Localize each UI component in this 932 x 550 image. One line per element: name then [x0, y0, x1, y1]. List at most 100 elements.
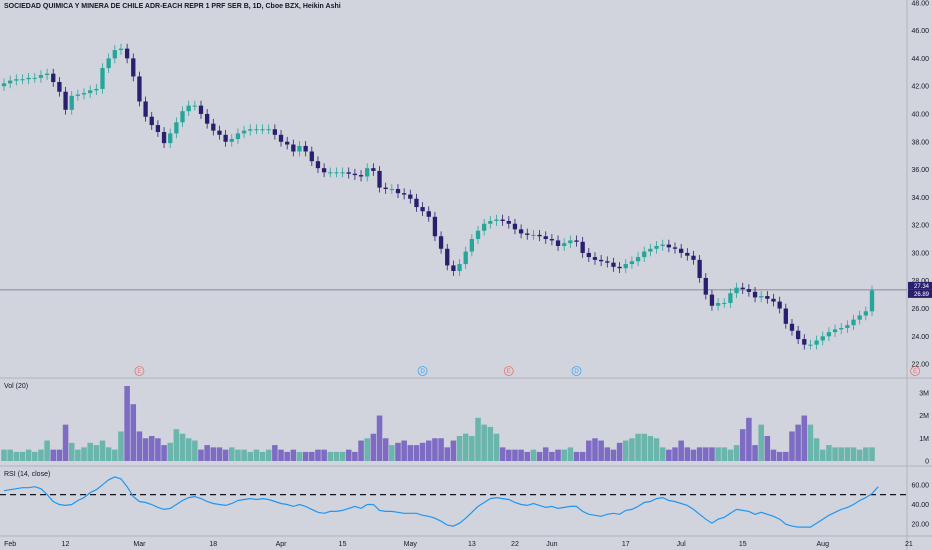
candle-body: [697, 259, 702, 278]
volume-bar: [549, 451, 555, 461]
event-marker[interactable]: [571, 366, 582, 376]
last-price-label: 27.34: [914, 284, 930, 290]
candle-body: [445, 248, 450, 266]
time-tick-label: Aug: [817, 541, 830, 548]
volume-bar: [407, 445, 414, 461]
volume-bar: [13, 451, 20, 461]
volume-bar: [819, 449, 826, 461]
candle-body: [635, 257, 641, 262]
volume-bar: [148, 436, 155, 461]
price-tick-label: 40.00: [911, 111, 929, 118]
volume-bar: [376, 415, 383, 461]
volume-bar: [573, 451, 580, 461]
candle-body: [592, 257, 598, 260]
volume-bar: [253, 449, 260, 461]
candle-body: [81, 93, 87, 95]
candle-body: [845, 325, 850, 328]
candle-body: [371, 168, 376, 171]
volume-bar: [703, 447, 709, 461]
candle-body: [315, 161, 321, 169]
candle-body: [26, 77, 31, 80]
volume-bar: [333, 451, 340, 461]
candle-body: [795, 330, 801, 340]
volume-bar: [81, 447, 87, 461]
candle-body: [168, 133, 173, 144]
candle-body: [241, 130, 247, 134]
candle-body: [814, 340, 819, 345]
candle-body: [211, 123, 216, 131]
candle-body: [617, 266, 622, 269]
volume-bar: [672, 447, 678, 461]
volume-bar: [567, 447, 574, 461]
candle-body: [155, 125, 161, 133]
candle-body: [217, 130, 222, 135]
price-tick-label: 36.00: [911, 167, 929, 174]
volume-bar: [733, 445, 740, 461]
candle-body: [709, 294, 715, 306]
candle-body: [660, 244, 665, 246]
candle-body: [605, 261, 610, 263]
candle-body: [432, 216, 438, 237]
last-price-badge: [908, 281, 932, 290]
volume-bar: [105, 447, 112, 461]
volume-bar: [844, 447, 851, 461]
volume-bar: [450, 440, 457, 461]
candle-body: [820, 336, 825, 341]
volume-bar: [124, 386, 130, 461]
volume-bar: [62, 424, 69, 461]
volume-bar: [136, 431, 143, 461]
volume-bar: [179, 433, 186, 461]
candle-body: [143, 101, 148, 117]
volume-bar: [25, 449, 32, 461]
volume-tick-label: 2M: [919, 413, 929, 420]
volume-bar: [19, 451, 26, 461]
volume-bar: [481, 424, 487, 461]
volume-bar: [204, 445, 210, 461]
volume-bar: [838, 447, 844, 461]
price-tick-label: 44.00: [911, 56, 929, 63]
volume-bar: [469, 436, 475, 461]
volume-bar: [462, 433, 469, 461]
volume-bar: [727, 449, 734, 461]
volume-bar: [93, 445, 100, 461]
candle-body: [475, 230, 481, 240]
candle-body: [14, 79, 19, 81]
candle-body: [715, 302, 721, 306]
volume-bar: [382, 438, 389, 461]
candle-body: [562, 243, 567, 246]
candle-body: [826, 332, 832, 337]
event-marker[interactable]: [134, 366, 145, 376]
event-marker[interactable]: [503, 366, 514, 376]
price-tick-label: 46.00: [911, 28, 929, 35]
candle-body: [438, 236, 444, 249]
volume-bar: [352, 451, 358, 461]
volume-bar: [290, 449, 297, 461]
candle-body: [666, 244, 672, 248]
volume-bar: [555, 449, 561, 461]
time-tick-label: 17: [622, 541, 630, 548]
candle-body: [254, 129, 259, 131]
volume-bar: [641, 433, 647, 461]
candle-body: [8, 80, 13, 84]
event-marker[interactable]: [910, 366, 920, 376]
volume-bar: [869, 447, 875, 461]
candle-body: [94, 88, 99, 91]
volume-bar: [561, 449, 567, 461]
candle-body: [149, 116, 154, 126]
candle-body: [555, 240, 561, 246]
candle-body: [679, 248, 684, 253]
candle-body: [703, 277, 708, 295]
volume-bar: [75, 449, 81, 461]
candle-body: [512, 223, 518, 230]
volume-bar: [783, 451, 789, 461]
candle-body: [69, 95, 74, 110]
event-marker[interactable]: [417, 366, 428, 376]
candle-body: [765, 296, 770, 299]
candle-body: [463, 251, 468, 265]
volume-bar: [752, 445, 758, 461]
candle-body: [309, 151, 314, 162]
candle-body: [383, 187, 388, 189]
candle-body: [32, 77, 37, 79]
